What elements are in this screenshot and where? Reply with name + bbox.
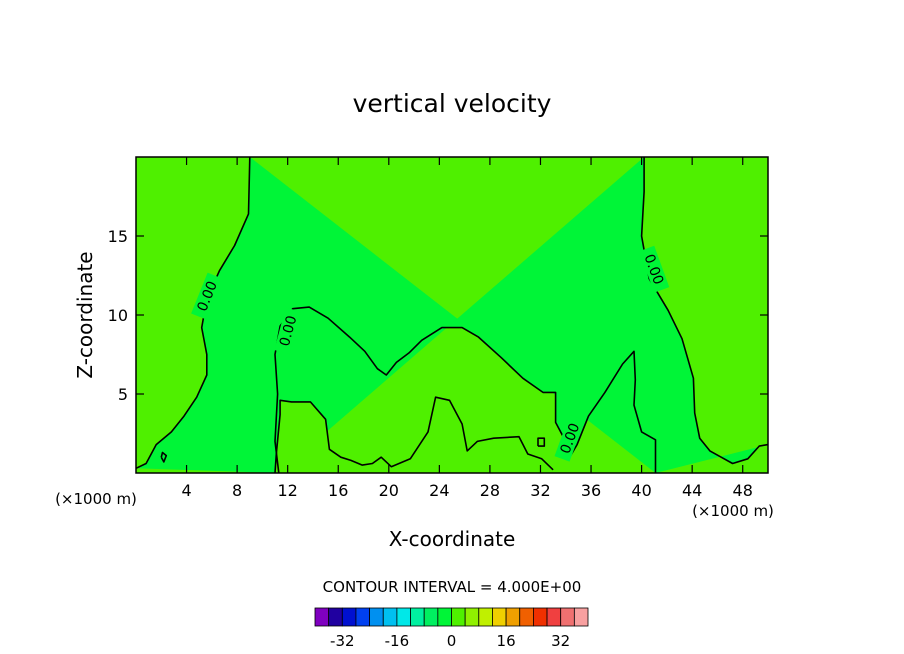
zero-contour-line-0 xyxy=(135,156,251,470)
zero-contour-line-1 xyxy=(274,396,554,474)
x-unit-right: (×1000 m) xyxy=(692,502,774,520)
colorbar-tick-label-4: 32 xyxy=(551,632,570,650)
contour-label-bg-1 xyxy=(274,307,302,355)
colorbar-tick-label-2: 0 xyxy=(447,632,457,650)
negative-region-left xyxy=(136,157,656,473)
contour-label-bg-0 xyxy=(191,272,223,320)
x-tick-label-4: 20 xyxy=(379,481,399,500)
x-unit-left: (×1000 m) xyxy=(55,490,137,508)
colorbar-swatch-2 xyxy=(341,607,357,627)
colorbar-swatch-9 xyxy=(437,607,452,627)
colorbar-swatch-19 xyxy=(573,607,589,627)
contour-label-1: 0.00 xyxy=(277,314,301,348)
zero-contour-line-2 xyxy=(274,306,657,474)
contour-label-bg-2 xyxy=(554,414,585,462)
y-tick-label-0: 5 xyxy=(118,385,128,404)
x-tick-label-9: 40 xyxy=(631,481,651,500)
y-axis: 5 10 15 xyxy=(108,227,768,404)
x-tick-label-8: 36 xyxy=(581,481,601,500)
y-tick-label-2: 15 xyxy=(108,227,128,246)
colorbar-swatch-13 xyxy=(492,607,507,627)
chart-title: vertical velocity xyxy=(353,89,552,118)
negative-region-right xyxy=(275,157,768,473)
zero-contour-line-5 xyxy=(537,437,546,447)
colorbar-swatch-3 xyxy=(355,607,371,627)
contour-label-bg-3 xyxy=(639,245,670,293)
zero-contour-line-4 xyxy=(160,451,168,463)
x-tick-label-11: 48 xyxy=(733,481,753,500)
colorbar-tick-label-3: 16 xyxy=(497,632,516,650)
colorbar-swatch-15 xyxy=(519,607,534,627)
x-tick-label-0: 4 xyxy=(181,481,191,500)
x-tick-label-6: 28 xyxy=(480,481,500,500)
colorbar-swatch-0 xyxy=(314,607,330,627)
x-tick-label-2: 12 xyxy=(278,481,298,500)
contour-interval-label: CONTOUR INTERVAL = 4.000E+00 xyxy=(323,578,582,596)
colorbar-swatch-7 xyxy=(410,607,425,627)
x-tick-label-5: 24 xyxy=(429,481,449,500)
colorbar-tick-labels: -32 -16 0 16 32 xyxy=(330,632,570,650)
colorbar-swatch-12 xyxy=(478,607,493,627)
colorbar-swatch-8 xyxy=(423,607,439,627)
x-tick-label-10: 44 xyxy=(682,481,702,500)
colorbar-swatch-4 xyxy=(369,607,384,627)
contour-labels: 0.000.000.000.00 xyxy=(191,245,670,462)
colorbar xyxy=(314,607,589,627)
negative-velocity-region xyxy=(136,157,768,473)
colorbar-tick-label-1: -16 xyxy=(385,632,410,650)
colorbar-swatch-5 xyxy=(382,607,398,627)
plot-area: 0.000.000.000.00 xyxy=(135,156,769,474)
positive-lobe-low xyxy=(275,397,554,473)
zero-contour-lines xyxy=(135,156,769,474)
x-axis: 4 8 12 16 20 24 28 32 36 40 44 48 xyxy=(181,157,753,500)
colorbar-swatch-6 xyxy=(396,607,411,627)
colorbar-tick-label-0: -32 xyxy=(330,632,355,650)
colorbar-swatch-16 xyxy=(533,607,548,627)
colorbar-swatch-14 xyxy=(505,607,521,627)
x-axis-label: X-coordinate xyxy=(389,527,516,551)
y-axis-label: Z-coordinate xyxy=(73,251,97,378)
colorbar-swatch-11 xyxy=(464,607,480,627)
colorbar-swatch-10 xyxy=(451,607,466,627)
colorbar-swatch-1 xyxy=(328,607,343,627)
x-tick-label-3: 16 xyxy=(328,481,348,500)
x-tick-label-7: 32 xyxy=(530,481,550,500)
colorbar-swatch-18 xyxy=(560,607,575,627)
colorbar-swatch-17 xyxy=(546,607,562,627)
y-tick-label-1: 10 xyxy=(108,306,128,325)
x-tick-label-1: 8 xyxy=(232,481,242,500)
